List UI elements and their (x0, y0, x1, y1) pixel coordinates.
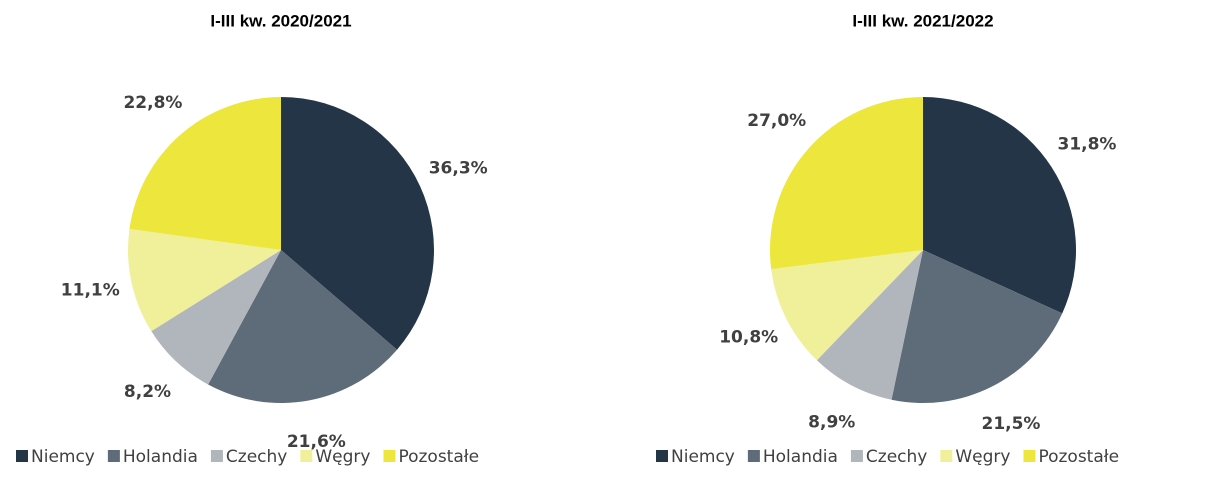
legend-label: Holandia (123, 447, 198, 467)
legend-swatch (210, 450, 223, 462)
legend-swatch (383, 450, 396, 462)
pie-slice (769, 97, 923, 270)
pie-slice (891, 250, 1063, 403)
pie-slice (127, 228, 281, 332)
pie-slice (151, 250, 281, 385)
value-label: 8,2% (124, 382, 171, 402)
legend-swatch (16, 450, 28, 462)
pie-slice (208, 250, 398, 403)
pie-slice (923, 97, 1076, 314)
value-label: 22,8% (123, 93, 182, 113)
legend-swatch (1023, 450, 1036, 462)
legend-label: Niemcy (671, 447, 735, 467)
value-label: 21,6% (287, 432, 346, 452)
legend-swatch (300, 450, 313, 462)
value-label: 27,0% (747, 111, 806, 131)
legend-label: Czechy (866, 447, 927, 467)
legend-label: Holandia (763, 447, 838, 467)
chart-title: I-III kw. 2021/2022 (852, 11, 993, 30)
pie-chart: I-III kw. 2021/2022 31,8% 21,5% 8,9% 10,8% 27… (656, 11, 1119, 467)
legend-label: Pozostałe (1038, 447, 1119, 467)
value-label: 36,3% (429, 159, 488, 179)
pie-slice (816, 250, 923, 400)
legend-label: Węgry (315, 447, 370, 467)
legend-label: Pozostałe (398, 447, 479, 467)
value-label: 8,9% (808, 412, 855, 432)
value-label: 21,5% (981, 414, 1040, 434)
pie-chart: I-III kw. 2020/2021 36,3% 21,6% 8,2% 11,1% 22… (16, 11, 488, 467)
legend-label: Niemcy (31, 447, 95, 467)
pie-slice (281, 97, 434, 350)
pie-slice (129, 97, 281, 250)
legend-swatch (107, 450, 120, 462)
legend-swatch (940, 450, 953, 462)
value-label: 31,8% (1057, 134, 1116, 154)
chart-title: I-III kw. 2020/2021 (210, 11, 351, 30)
legend-label: Czechy (226, 447, 287, 467)
value-label: 10,8% (719, 327, 778, 347)
pie-slice (771, 250, 923, 361)
legend-label: Węgry (955, 447, 1010, 467)
value-label: 11,1% (61, 281, 120, 301)
legend-swatch (850, 450, 863, 462)
legend-swatch (747, 450, 760, 462)
legend-swatch (656, 450, 668, 462)
